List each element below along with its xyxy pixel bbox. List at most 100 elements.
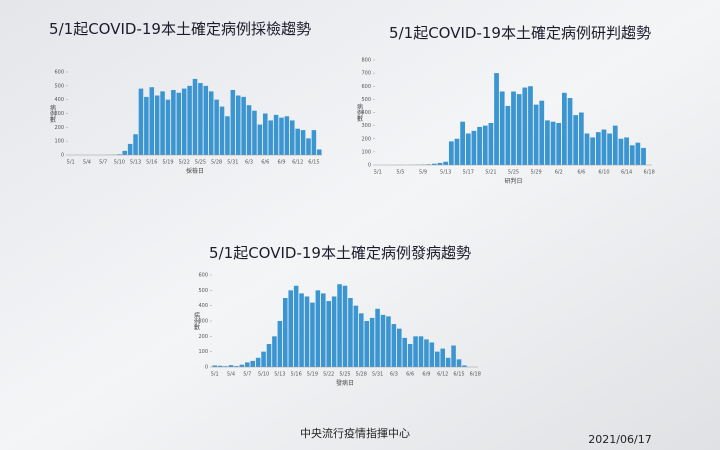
x-tick-label: 5/7 bbox=[243, 372, 251, 378]
bar bbox=[239, 364, 245, 367]
bar bbox=[590, 137, 596, 165]
bar bbox=[208, 91, 214, 155]
bar bbox=[612, 125, 618, 165]
x-tick-label: 5/22 bbox=[323, 372, 334, 378]
bar bbox=[214, 99, 219, 155]
bar bbox=[165, 99, 171, 155]
x-tick-label: 5/21 bbox=[485, 170, 496, 176]
bar bbox=[407, 344, 413, 367]
x-tick-label: 6/18 bbox=[644, 170, 655, 176]
bar bbox=[618, 138, 624, 165]
bar bbox=[511, 91, 516, 165]
y-tick-label: 100 bbox=[54, 139, 64, 145]
bar bbox=[595, 132, 601, 165]
bar bbox=[317, 149, 322, 155]
bar bbox=[437, 162, 443, 165]
bar bbox=[488, 123, 494, 165]
bar bbox=[462, 365, 467, 367]
y-tick-label: 0 bbox=[368, 163, 371, 169]
x-tick-label: 5/1 bbox=[374, 170, 382, 176]
x-axis-label: 研判日 bbox=[504, 177, 522, 185]
x-tick-label: 6/6 bbox=[577, 170, 585, 176]
bar bbox=[272, 336, 277, 367]
bar bbox=[331, 296, 337, 367]
bar bbox=[562, 92, 567, 165]
bar bbox=[268, 120, 273, 155]
bar bbox=[127, 143, 133, 155]
x-tick-label: 6/15 bbox=[453, 372, 464, 378]
x-tick-label: 5/9 bbox=[419, 170, 427, 176]
bar bbox=[283, 298, 288, 367]
x-tick-label: 6/3 bbox=[390, 372, 398, 378]
bar bbox=[228, 365, 234, 367]
bar bbox=[465, 133, 471, 165]
bar bbox=[448, 141, 454, 165]
bar bbox=[246, 105, 252, 155]
x-tick-label: 5/29 bbox=[530, 170, 541, 176]
bar bbox=[499, 91, 505, 165]
bar bbox=[311, 130, 317, 155]
bar bbox=[252, 110, 257, 155]
x-axis-label: 發病日 bbox=[336, 379, 354, 387]
bar bbox=[418, 336, 424, 367]
y-tick-label: 200 bbox=[361, 136, 371, 142]
bar bbox=[138, 88, 144, 155]
bar bbox=[431, 163, 437, 165]
x-tick-label: 6/2 bbox=[555, 170, 563, 176]
bar bbox=[337, 284, 342, 367]
x-tick-label: 5/16 bbox=[291, 372, 302, 378]
y-tick-label: 400 bbox=[198, 303, 208, 309]
bar bbox=[429, 342, 435, 367]
bar bbox=[364, 321, 369, 367]
bar bbox=[443, 161, 449, 165]
y-tick-label: 600 bbox=[198, 273, 208, 279]
bar bbox=[550, 121, 556, 165]
bar bbox=[601, 129, 607, 165]
bar bbox=[300, 130, 306, 155]
y-tick-label: 100 bbox=[198, 349, 208, 355]
bar bbox=[225, 116, 230, 155]
x-tick-label: 6/9 bbox=[277, 160, 285, 166]
bar bbox=[212, 365, 217, 367]
bar bbox=[160, 91, 165, 155]
y-tick-label: 600 bbox=[54, 70, 64, 76]
bar bbox=[181, 88, 187, 155]
bar bbox=[255, 357, 261, 367]
x-tick-label: 5/16 bbox=[146, 160, 157, 166]
chart-title: 5/1起COVID-19本土確定病例研判趨勢 bbox=[389, 24, 651, 42]
bar bbox=[584, 133, 590, 165]
x-tick-label: 5/13 bbox=[440, 170, 451, 176]
bar bbox=[122, 150, 128, 155]
bar bbox=[171, 89, 176, 155]
y-axis-label: 病例數 bbox=[356, 103, 363, 123]
y-tick-label: 700 bbox=[361, 71, 371, 77]
y-tick-label: 0 bbox=[205, 365, 208, 371]
bar bbox=[460, 121, 465, 165]
y-tick-label: 500 bbox=[54, 83, 64, 89]
bar bbox=[299, 293, 304, 367]
bar bbox=[235, 95, 241, 155]
bar bbox=[607, 133, 612, 165]
bar bbox=[353, 305, 359, 367]
bar bbox=[149, 87, 155, 155]
bar bbox=[187, 85, 192, 155]
bar bbox=[262, 113, 268, 155]
bar bbox=[310, 302, 315, 367]
x-tick-label: 6/9 bbox=[422, 372, 430, 378]
x-tick-label: 5/4 bbox=[83, 160, 91, 166]
bar bbox=[445, 357, 451, 367]
y-tick-label: 0 bbox=[61, 153, 64, 159]
x-tick-label: 5/17 bbox=[463, 170, 474, 176]
x-tick-label: 6/12 bbox=[292, 160, 303, 166]
bar bbox=[277, 321, 283, 367]
x-tick-label: 5/19 bbox=[162, 160, 173, 166]
x-tick-label: 5/5 bbox=[396, 170, 404, 176]
bar bbox=[295, 128, 300, 155]
x-tick-label: 5/13 bbox=[130, 160, 141, 166]
x-tick-label: 5/13 bbox=[274, 372, 285, 378]
bar bbox=[266, 344, 272, 367]
x-tick-label: 5/10 bbox=[114, 160, 125, 166]
bar bbox=[522, 87, 528, 165]
x-tick-label: 6/14 bbox=[621, 170, 632, 176]
